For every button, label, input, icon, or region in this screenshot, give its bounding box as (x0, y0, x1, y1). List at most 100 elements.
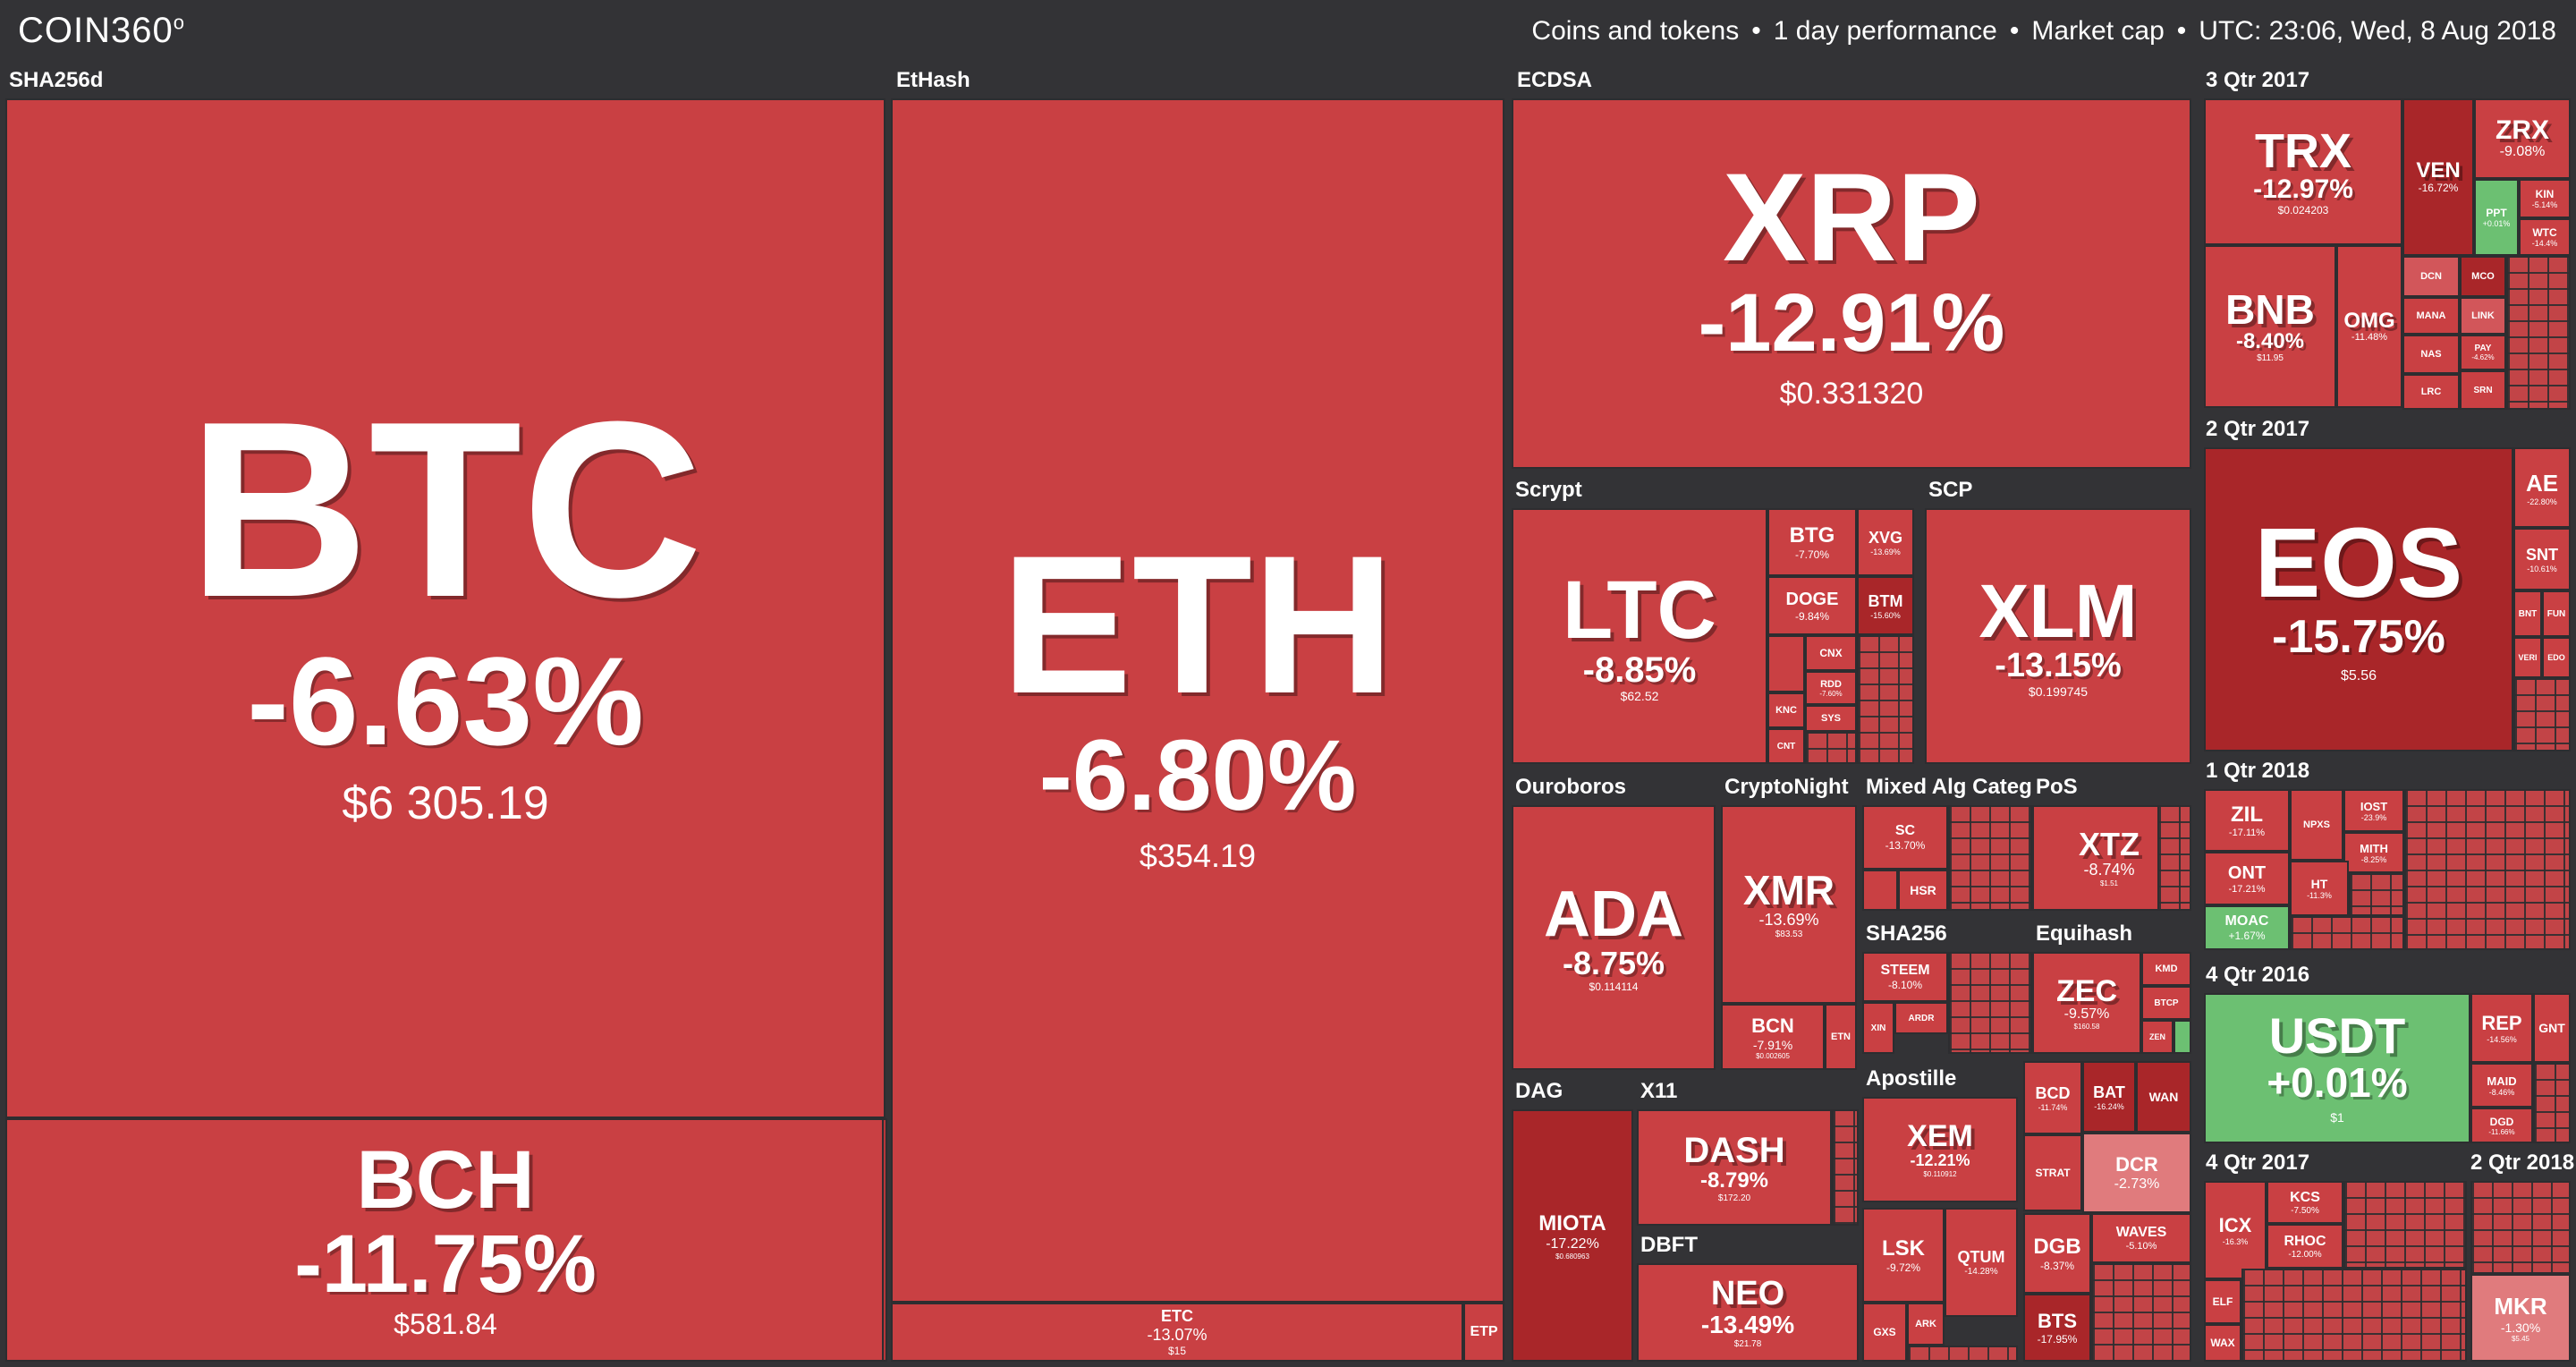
coin-tile-steem[interactable]: STEEM -8.10% (1862, 952, 1948, 1002)
small-coins-mosaic[interactable] (2513, 678, 2571, 751)
coin-tile-btcp[interactable]: BTCP (2141, 986, 2191, 1020)
small-coins-mosaic[interactable] (2404, 789, 2571, 950)
coin-tile-small[interactable] (1767, 635, 1805, 692)
period-selector[interactable]: 1 day performance (1773, 16, 1997, 46)
coin-tile-dcr[interactable]: DCR -2.73% (2082, 1133, 2191, 1213)
coin-tile-small[interactable] (2174, 1020, 2191, 1054)
coin-tile-mkr[interactable]: MKR -1.30% $5.45 (2470, 1274, 2571, 1362)
small-coins-mosaic[interactable] (2533, 1063, 2571, 1143)
coin-tile-moac[interactable]: MOAC +1.67% (2204, 905, 2290, 950)
small-coins-mosaic[interactable] (1832, 1109, 1859, 1226)
coin-tile-dgb[interactable]: DGB -8.37% (2023, 1213, 2091, 1294)
coin-tile-pay[interactable]: PAY -4.62% (2460, 335, 2506, 370)
coin-tile-nas[interactable]: NAS (2402, 335, 2460, 374)
coin-tile-dash[interactable]: DASH -8.79% $172.20 (1637, 1109, 1832, 1226)
coin-tile-rdd[interactable]: RDD -7.60% (1805, 671, 1857, 705)
coin-tile-btm[interactable]: BTM -15.60% (1857, 576, 1914, 635)
small-coins-mosaic[interactable] (2506, 256, 2571, 410)
coin-tile-miota[interactable]: MIOTA -17.22% $0.680963 (1512, 1109, 1633, 1362)
coin-tile-bat[interactable]: BAT -16.24% (2082, 1061, 2136, 1133)
coin-tile-gxs[interactable]: GXS (1862, 1303, 1907, 1362)
coin-tile-bnb[interactable]: BNB -8.40% $11.95 (2204, 245, 2336, 408)
coin-tile-etp[interactable]: ETP (1463, 1303, 1504, 1362)
coin-tile-rhoc[interactable]: RHOC -12.00% (2267, 1224, 2343, 1269)
coin-tile-mco[interactable]: MCO (2460, 256, 2506, 297)
coin-tile-lsk[interactable]: LSK -9.72% (1862, 1208, 1945, 1303)
small-coins-mosaic[interactable] (1948, 805, 2032, 911)
view-selector[interactable]: Coins and tokens (1531, 16, 1740, 46)
coin-tile-bcn[interactable]: BCN -7.91% $0.002605 (1721, 1004, 1825, 1070)
coin-tile-iost[interactable]: IOST -23.9% (2343, 789, 2404, 832)
coin-tile-zil[interactable]: ZIL -17.11% (2204, 789, 2290, 852)
coin-tile-dcn[interactable]: DCN (2402, 256, 2460, 297)
coin-tile-gnt[interactable]: GNT (2533, 993, 2571, 1063)
coin-tile-cnx[interactable]: CNX (1805, 635, 1857, 671)
small-coins-mosaic[interactable] (2349, 873, 2404, 916)
coin-tile-ont[interactable]: ONT -17.21% (2204, 852, 2290, 905)
coin-tile-ht[interactable]: HT -11.3% (2290, 861, 2349, 916)
coin-tile-ltc[interactable]: LTC -8.85% $62.52 (1512, 508, 1767, 764)
coin-tile-kmd[interactable]: KMD (2141, 952, 2191, 986)
coin-tile-bts[interactable]: BTS -17.95% (2023, 1294, 2091, 1362)
coin-tile-maid[interactable]: MAID -8.46% (2470, 1063, 2533, 1108)
coin-tile-lrc[interactable]: LRC (2402, 374, 2460, 410)
coin-tile-qtum[interactable]: QTUM -14.28% (1945, 1208, 2018, 1317)
coin-tile-small[interactable] (1862, 870, 1898, 911)
coin-tile-etn[interactable]: ETN (1825, 1004, 1857, 1070)
coin-tile-snt[interactable]: SNT -10.61% (2513, 528, 2571, 590)
coin-tile-ae[interactable]: AE -22.80% (2513, 447, 2571, 528)
small-coins-mosaic[interactable] (2157, 805, 2191, 911)
coin-tile-ven[interactable]: VEN -16.72% (2402, 98, 2474, 256)
coin-tile-wtc[interactable]: WTC -14.4% (2519, 218, 2571, 256)
coin-tile-doge[interactable]: DOGE -9.84% (1767, 576, 1857, 635)
coin-tile-wax[interactable]: WAX (2204, 1324, 2241, 1362)
small-coins-mosaic[interactable] (2343, 1181, 2467, 1269)
coin-tile-kcs[interactable]: KCS -7.50% (2267, 1181, 2343, 1224)
small-coins-mosaic[interactable] (1805, 732, 1857, 764)
coin-tile-xmr[interactable]: XMR -13.69% $83.53 (1721, 805, 1857, 1004)
coin-tile-srn[interactable]: SRN (2460, 370, 2506, 410)
coin-tile-eos[interactable]: EOS -15.75% $5.56 (2204, 447, 2513, 751)
coin-tile-xlm[interactable]: XLM -13.15% $0.199745 (1925, 508, 2191, 764)
coin-tile-dgd[interactable]: DGD -11.66% (2470, 1108, 2533, 1143)
coin-tile-wan[interactable]: WAN (2136, 1061, 2191, 1133)
coin-tile-zrx[interactable]: ZRX -9.08% (2474, 98, 2571, 179)
small-coins-mosaic[interactable] (2470, 1181, 2571, 1274)
coin-tile-strat[interactable]: STRAT (2023, 1134, 2082, 1211)
coin-tile-omg[interactable]: OMG -11.48% (2336, 245, 2402, 408)
coin360-logo[interactable]: COIN360o (18, 11, 185, 50)
coin-tile-kin[interactable]: KIN -5.14% (2519, 179, 2571, 218)
small-coins-mosaic[interactable] (2091, 1263, 2191, 1362)
coin-tile-eth[interactable]: ETH -6.80% $354.19 (891, 98, 1504, 1303)
coin-tile-veri[interactable]: VERI (2513, 637, 2542, 678)
coin-tile-btc[interactable]: BTC -6.63% $6 305.19 (5, 98, 886, 1118)
coin-tile-mana[interactable]: MANA (2402, 297, 2460, 335)
coin-tile-hsr[interactable]: HSR (1898, 870, 1948, 911)
coin-tile-zen[interactable]: ZEN (2141, 1020, 2174, 1054)
coin-tile-zec[interactable]: ZEC -9.57% $160.58 (2032, 952, 2141, 1054)
coin-tile-btg[interactable]: BTG -7.70% (1767, 508, 1857, 576)
coin-tile-edo[interactable]: EDO (2542, 637, 2571, 678)
coin-tile-small[interactable] (882, 1118, 887, 1362)
small-coins-mosaic[interactable] (1857, 635, 1914, 764)
coin-tile-link[interactable]: LINK (2460, 297, 2506, 335)
coin-tile-npxs[interactable]: NPXS (2290, 789, 2343, 861)
small-coins-mosaic[interactable] (2241, 1269, 2467, 1362)
small-coins-mosaic[interactable] (1907, 1346, 2018, 1362)
coin-tile-xvg[interactable]: XVG -13.69% (1857, 508, 1914, 576)
small-coins-mosaic[interactable] (2290, 916, 2404, 950)
coin-tile-trx[interactable]: TRX -12.97% $0.024203 (2204, 98, 2402, 245)
coin-tile-ada[interactable]: ADA -8.75% $0.114114 (1512, 805, 1716, 1070)
coin-tile-bcd[interactable]: BCD -11.74% (2023, 1061, 2082, 1134)
coin-tile-neo[interactable]: NEO -13.49% $21.78 (1637, 1263, 1859, 1362)
coin-tile-icx[interactable]: ICX -16.3% (2204, 1181, 2267, 1279)
coin-tile-sys[interactable]: SYS (1805, 705, 1857, 732)
coin-tile-cnt[interactable]: CNT (1767, 728, 1805, 764)
coin-tile-knc[interactable]: KNC (1767, 692, 1805, 728)
coin-tile-xin[interactable]: XIN (1862, 1002, 1894, 1054)
coin-tile-bch[interactable]: BCH -11.75% $581.84 (5, 1118, 886, 1362)
coin-tile-elf[interactable]: ELF (2204, 1279, 2241, 1324)
coin-tile-bnt[interactable]: BNT (2513, 590, 2542, 637)
coin-tile-sc[interactable]: SC -13.70% (1862, 805, 1948, 870)
coin-tile-waves[interactable]: WAVES -5.10% (2091, 1213, 2191, 1263)
